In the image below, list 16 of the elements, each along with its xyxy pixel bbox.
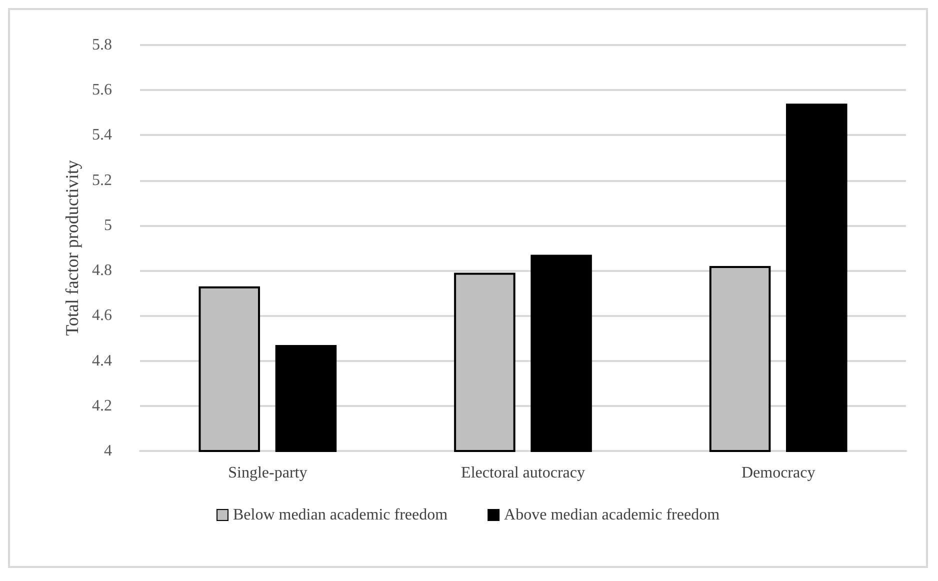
y-tick-label: 5.4 — [92, 126, 112, 144]
y-tick-label: 4.8 — [92, 262, 112, 280]
y-tick-label: 4.6 — [92, 307, 112, 324]
y-tick-label: 4.2 — [92, 397, 112, 414]
y-tick-label: 5.6 — [92, 82, 112, 99]
x-tick-label: Democracy — [741, 464, 816, 482]
y-axis-title: Total factor productivity — [62, 160, 82, 336]
x-tick-label: Single-party — [228, 464, 308, 482]
legend-label: Above median academic freedom — [504, 506, 720, 524]
y-tick-label: 5 — [104, 216, 112, 234]
y-tick-label: 4.4 — [92, 352, 112, 370]
y-tick-label: 5.8 — [92, 36, 112, 54]
y-tick-label: 4 — [104, 442, 112, 460]
x-tick-label: Electoral autocracy — [461, 464, 585, 482]
legend-label: Below median academic freedom — [232, 506, 448, 524]
y-tick-label: 5.2 — [92, 172, 112, 189]
